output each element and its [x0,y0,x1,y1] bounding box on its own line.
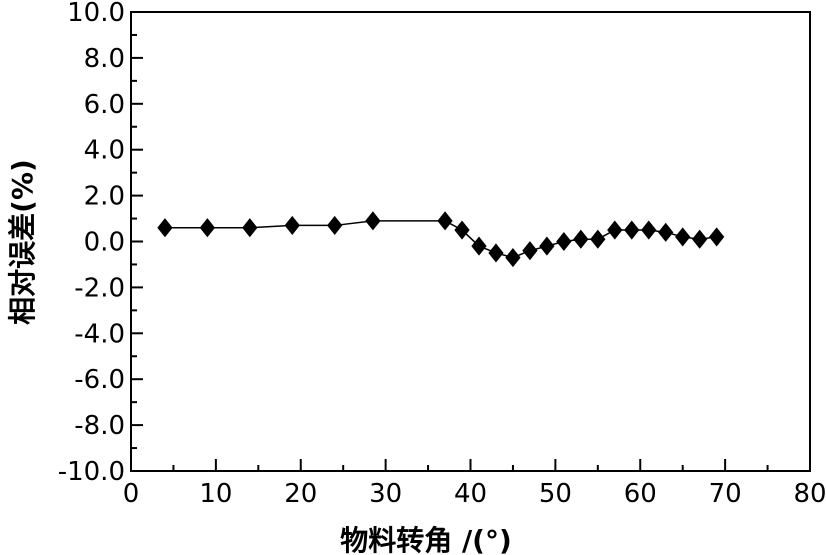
data-point-marker [437,211,453,231]
x-tick-label: 20 [284,479,317,509]
y-tick-label: -6.0 [74,365,125,395]
y-tick-label: 4.0 [84,136,125,166]
data-point-marker [471,236,487,256]
data-point-marker [505,248,521,268]
x-tick-label: 80 [793,479,826,509]
data-point-marker [488,243,504,263]
data-point-marker [242,218,258,238]
y-tick-label: 6.0 [84,90,125,120]
data-point-marker [199,218,216,238]
y-tick-label: -2.0 [74,273,125,303]
x-tick-label: 40 [454,479,487,509]
data-point-marker [556,231,572,252]
x-tick-label: 70 [709,479,742,509]
x-tick-label: 10 [199,479,232,509]
data-point-marker [675,227,691,247]
data-point-marker [590,229,606,249]
data-point-marker [573,229,589,249]
x-tick-label: 60 [624,479,657,509]
plot-frame [130,11,811,472]
x-axis-title: 物料转角 /(°) [340,524,512,555]
x-tick-label: 30 [369,479,402,509]
data-point-marker [692,229,708,249]
x-tick-label: 50 [539,479,572,509]
data-point-marker [365,211,381,231]
data-point-marker [539,236,555,256]
y-axis-title: 相对误差(%) [6,159,39,325]
data-point-marker [624,220,640,240]
tick-marks [130,11,811,472]
data-point-marker [454,220,470,240]
y-tick-label: 8.0 [84,44,125,74]
data-point-marker [607,220,623,240]
data-point-marker [157,218,173,238]
data-point-marker [327,215,343,235]
data-point-marker [641,220,657,240]
x-tick-label: 0 [123,479,140,509]
data-point-marker [708,227,725,247]
y-tick-label: -4.0 [74,319,125,349]
y-tick-label: -8.0 [74,411,125,441]
y-tick-label: 10.0 [67,0,125,28]
tick-labels: 0 10 20 30 40 50 60 70 80 10.0 8.0 6.0 4.0 2.0 0.0 -2.0… [58,0,826,509]
data-point-marker [284,215,300,235]
y-tick-label: 2.0 [84,182,125,212]
data-markers [157,211,725,268]
y-tick-label: -10.0 [58,457,125,487]
y-tick-label: 0.0 [84,228,125,258]
data-point-marker [658,222,674,242]
data-point-marker [522,241,538,261]
